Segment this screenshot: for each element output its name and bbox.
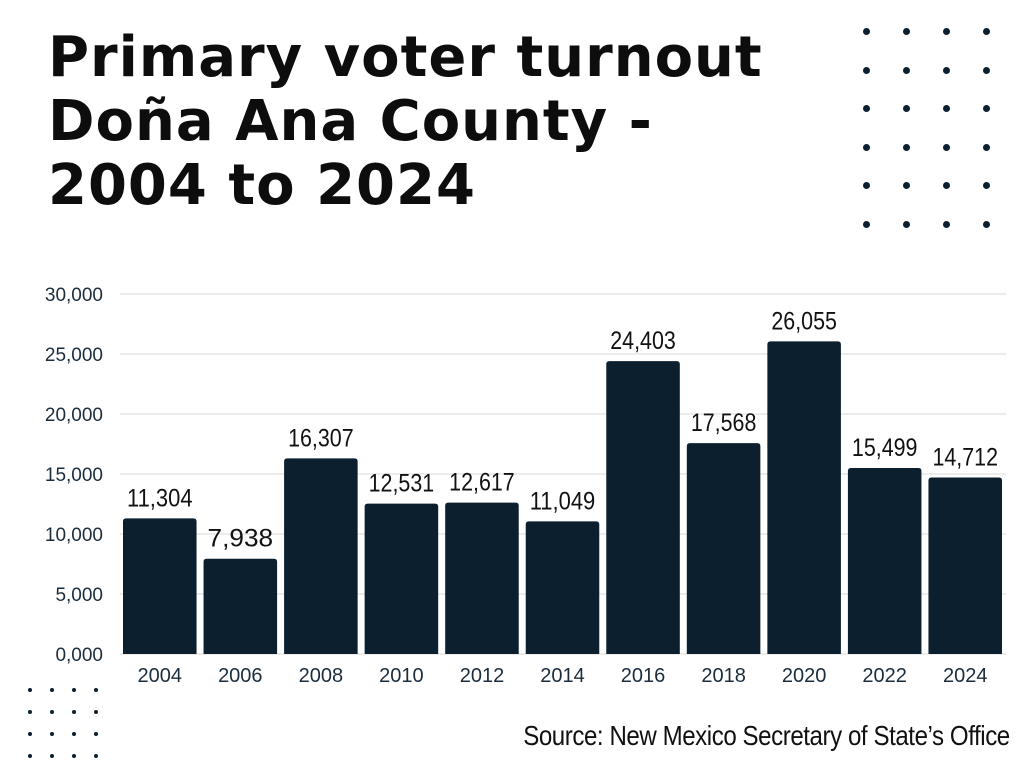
decorative-dot — [28, 754, 32, 758]
decorative-dot — [983, 28, 990, 35]
y-tick-label: 10,000 — [45, 525, 103, 546]
decorative-dot-grid-bottom — [28, 688, 108, 768]
decorative-dot — [903, 143, 910, 151]
decorative-dot — [94, 732, 98, 736]
decorative-dot — [983, 143, 990, 151]
decorative-dot — [94, 710, 98, 714]
bar-2014 — [525, 521, 600, 654]
decorative-dot — [943, 105, 950, 112]
data-label: 16,307 — [288, 424, 354, 452]
y-tick-label: 30,000 — [45, 285, 103, 306]
bar-2020 — [767, 341, 841, 654]
decorative-dot — [94, 754, 98, 758]
bar-2024 — [928, 477, 1002, 654]
x-tick-label: 2014 — [540, 665, 585, 687]
data-label: 11,049 — [530, 487, 596, 515]
data-label: 14,712 — [932, 443, 998, 471]
x-tick-label: 2004 — [138, 665, 183, 687]
decorative-dot — [50, 754, 54, 758]
bar-2018 — [686, 443, 761, 654]
bar-2008 — [284, 458, 358, 654]
y-tick-label: 20,000 — [45, 405, 103, 426]
bar-2016 — [606, 361, 680, 654]
title-line-2: Doña Ana County - — [48, 89, 653, 154]
data-label: 17,568 — [691, 409, 757, 437]
data-label: 26,055 — [771, 307, 837, 335]
decorative-dot — [50, 688, 54, 692]
decorative-dot — [943, 220, 950, 228]
bar-2012 — [445, 502, 519, 654]
x-tick-label: 2022 — [862, 665, 907, 687]
decorative-dot — [28, 710, 32, 714]
chart-title: Primary voter turnout Doña Ana County - … — [48, 26, 763, 218]
decorative-dot — [72, 754, 76, 758]
decorative-dot — [863, 105, 870, 112]
bar-2004 — [123, 518, 197, 654]
decorative-dot — [943, 143, 950, 151]
decorative-dot — [983, 66, 990, 74]
data-label: 12,531 — [369, 470, 435, 498]
bar-2022 — [847, 468, 922, 654]
decorative-dot — [94, 688, 98, 692]
y-tick-label: 25,000 — [45, 345, 103, 366]
decorative-dot — [50, 710, 54, 714]
decorative-dot — [28, 688, 32, 692]
decorative-dot — [903, 105, 910, 112]
decorative-dot — [50, 732, 54, 736]
x-tick-label: 2012 — [460, 665, 505, 687]
title-line-3: 2004 to 2024 — [48, 153, 476, 218]
data-label: 7,938 — [208, 525, 274, 553]
bar-2010 — [364, 503, 439, 654]
decorative-dot — [863, 220, 870, 228]
decorative-dot — [903, 220, 910, 228]
data-label: 24,403 — [610, 327, 676, 355]
y-tick-label: 0,000 — [55, 645, 103, 666]
decorative-dot — [72, 710, 76, 714]
decorative-dot — [903, 28, 910, 35]
y-tick-label: 15,000 — [45, 465, 103, 486]
data-label: 12,617 — [449, 469, 515, 497]
decorative-dot — [72, 732, 76, 736]
decorative-dot — [943, 182, 950, 189]
bar-chart: 0,000 5,000 10,000 15,000 20,000 25,000 30,000… — [45, 285, 1006, 687]
title-line-1: Primary voter turnout — [48, 25, 763, 90]
decorative-dot — [28, 732, 32, 736]
decorative-dot — [863, 28, 870, 35]
x-tick-label: 2024 — [943, 665, 988, 687]
bar-2006 — [203, 558, 278, 654]
x-tick-label: 2008 — [299, 665, 344, 687]
decorative-dot — [983, 105, 990, 112]
x-tick-label: 2010 — [379, 665, 424, 687]
x-tick-label: 2020 — [782, 665, 827, 687]
decorative-dot — [983, 182, 990, 189]
x-tick-label: 2016 — [621, 665, 666, 687]
decorative-dot — [943, 66, 950, 74]
decorative-dot — [903, 66, 910, 74]
x-tick-label: 2018 — [701, 665, 746, 687]
data-label: 11,304 — [127, 484, 193, 512]
decorative-dot — [863, 66, 870, 74]
decorative-dot — [863, 143, 870, 151]
decorative-dot-grid-top — [863, 28, 1003, 233]
decorative-dot — [943, 28, 950, 35]
decorative-dot — [72, 688, 76, 692]
decorative-dot — [863, 182, 870, 189]
decorative-dot — [983, 220, 990, 228]
decorative-dot — [903, 182, 910, 189]
x-tick-label: 2006 — [218, 665, 263, 687]
data-label: 15,499 — [852, 434, 918, 462]
y-tick-label: 5,000 — [55, 585, 103, 606]
source-note: Source: New Mexico Secretary of State’s … — [523, 720, 1010, 751]
